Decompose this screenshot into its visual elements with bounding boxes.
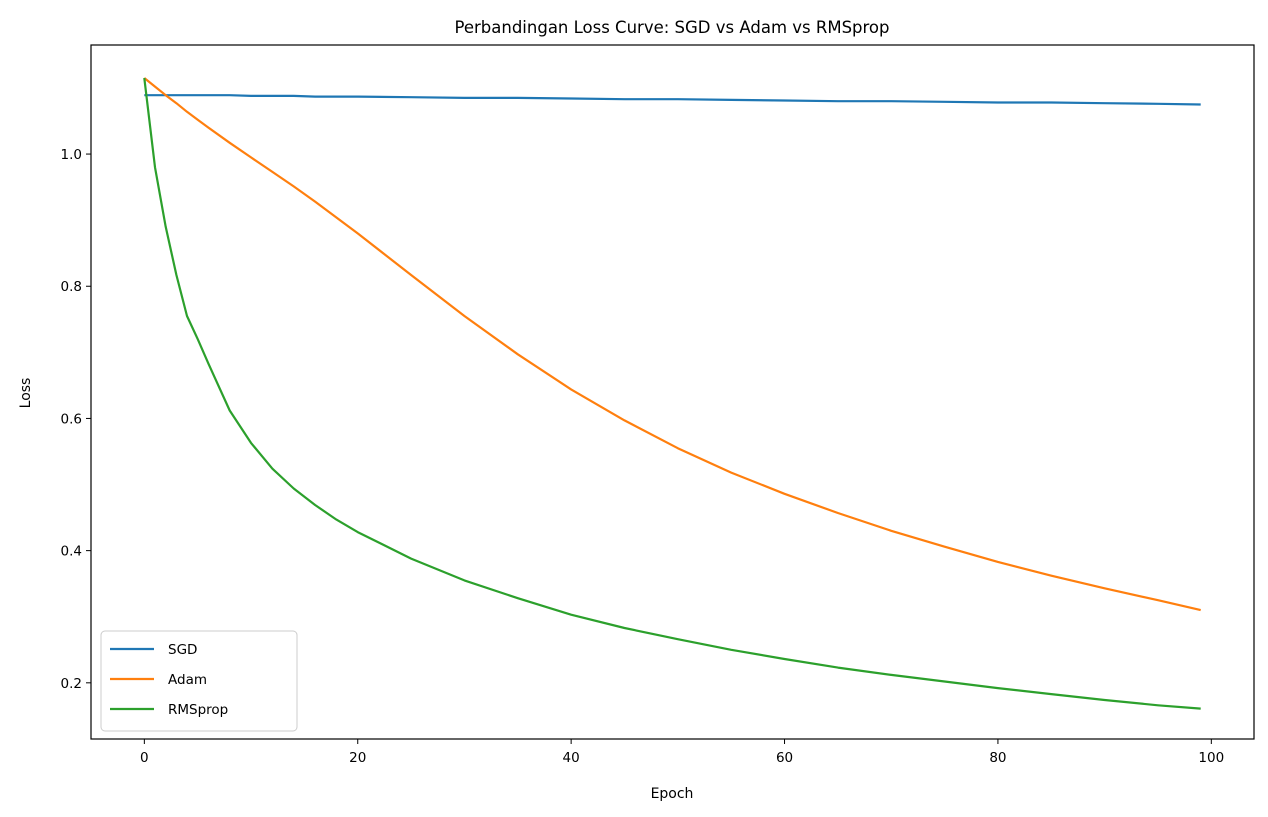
x-tick-label: 20 — [349, 750, 366, 766]
legend-label-rmsprop: RMSprop — [168, 702, 228, 718]
chart-title: Perbandingan Loss Curve: SGD vs Adam vs … — [454, 18, 889, 37]
series-line-adam — [143, 77, 1201, 612]
x-axis-label: Epoch — [651, 786, 694, 802]
series-line-rmsprop — [143, 77, 1201, 710]
y-tick-label: 0.4 — [61, 544, 82, 560]
plot-frame — [90, 44, 1255, 740]
x-tick-label: 0 — [140, 750, 149, 766]
y-axis-label: Loss — [18, 378, 34, 409]
legend-box — [100, 630, 298, 732]
legend: SGD Adam RMSprop — [100, 630, 298, 732]
y-tick-label: 0.6 — [61, 411, 82, 427]
legend-label-sgd: SGD — [168, 642, 197, 658]
series-lines — [143, 77, 1201, 710]
y-tick-label: 1.0 — [61, 147, 82, 163]
x-tick-label: 80 — [989, 750, 1006, 766]
axis-ticks: 0 20 40 60 80 100 0.2 0.4 0.6 0.8 1.0 — [61, 147, 1225, 766]
x-tick-label: 60 — [776, 750, 793, 766]
legend-label-adam: Adam — [168, 672, 207, 688]
x-tick-label: 100 — [1198, 750, 1224, 766]
y-tick-label: 0.8 — [61, 279, 82, 295]
series-line-sgd — [144, 94, 1201, 106]
x-tick-label: 40 — [563, 750, 580, 766]
y-tick-label: 0.2 — [61, 676, 82, 692]
